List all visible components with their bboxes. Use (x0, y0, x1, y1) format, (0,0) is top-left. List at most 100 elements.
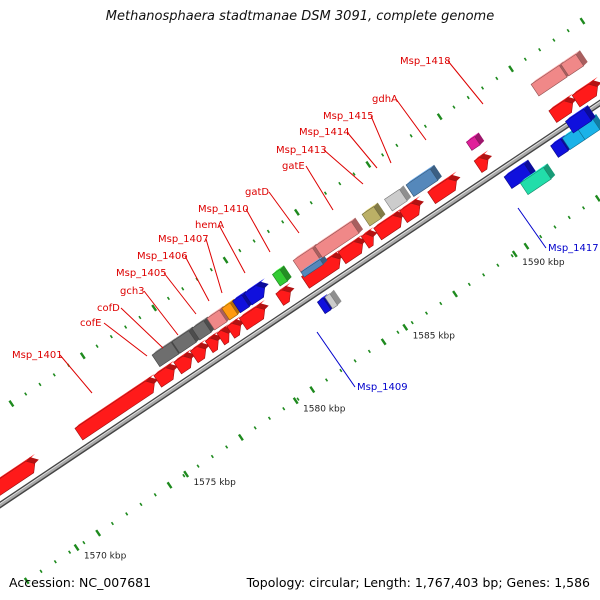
tick-mark (579, 17, 586, 25)
tick-mark (125, 512, 129, 516)
tick-mark (338, 181, 342, 186)
tick-mark (196, 464, 200, 468)
leader-line (163, 272, 197, 315)
gene-label: gatE (282, 161, 305, 172)
tick-mark (367, 349, 371, 354)
gene-forward (275, 289, 291, 306)
gene-forward-side (365, 229, 378, 237)
tick-mark (210, 454, 214, 459)
gene-label: Msp_1407 (158, 234, 209, 245)
tick-mark (293, 208, 300, 216)
tick-mark (594, 194, 600, 202)
leader-line (184, 255, 210, 302)
gene-forward (171, 330, 197, 354)
gene-forward (232, 294, 250, 314)
tick-mark (395, 143, 399, 148)
gene-forward (465, 136, 481, 151)
tick-mark (222, 256, 229, 264)
tick-mark (581, 206, 586, 210)
gene-forward-side (373, 202, 386, 219)
gene-forward (373, 215, 403, 241)
leader-line (120, 307, 164, 349)
gene-label: Msp_1406 (137, 251, 188, 262)
gene-forward-side (399, 185, 412, 201)
tick-mark (495, 76, 499, 81)
tick-mark (124, 325, 128, 329)
tick-label: 1575 kbp (193, 478, 236, 488)
tick-mark (282, 406, 286, 411)
leader-line (245, 208, 271, 253)
tick-label: 1580 kbp (303, 405, 346, 415)
gene-reverse-side (329, 289, 342, 306)
tick-mark (166, 481, 173, 489)
leader-line (370, 115, 392, 164)
tick-mark (496, 263, 500, 268)
tick-mark (467, 282, 471, 287)
leader-line (316, 331, 356, 388)
gene-forward (243, 285, 266, 306)
gene-reverse (519, 167, 552, 196)
tick-mark (182, 473, 186, 478)
gene-forward (206, 309, 228, 331)
tick-mark (508, 65, 515, 73)
tick-mark (325, 378, 329, 382)
tick-mark (281, 220, 285, 224)
leader-line (205, 238, 223, 294)
leader-line (305, 165, 334, 211)
tick-mark (538, 47, 542, 52)
gene-label: cofD (97, 303, 120, 314)
tick-mark (267, 416, 272, 421)
tick-mark-major (73, 543, 80, 552)
gene-label: gatD (245, 187, 269, 198)
tick-mark (52, 373, 56, 377)
gene-label: Msp_1409 (357, 382, 408, 393)
gene-forward (0, 460, 36, 496)
tick-mark (238, 248, 242, 253)
tick-mark (24, 392, 28, 396)
tick-mark (95, 529, 102, 537)
tick-mark-major (402, 323, 409, 331)
tick-mark (352, 172, 356, 176)
tick-mark (68, 550, 72, 554)
gene-forward (384, 188, 408, 212)
tick-mark (523, 242, 530, 250)
gene-label: Msp_1418 (400, 56, 451, 67)
tick-mark (79, 352, 86, 360)
tick-mark (553, 225, 557, 229)
tick-mark (480, 86, 485, 90)
gene-reverse-side (583, 105, 596, 121)
tick-mark (439, 301, 443, 306)
gene-forward (153, 367, 175, 388)
leader-line (59, 354, 93, 394)
tick-mark (409, 134, 413, 138)
gene-label: Msp_1417 (548, 243, 599, 254)
gene-forward (151, 341, 180, 368)
gene-forward (427, 178, 457, 205)
tick-mark (410, 320, 414, 325)
gene-reverse (565, 108, 592, 134)
genome-summary-text: Topology: circular; Length: 1,767,403 bp… (246, 575, 590, 590)
gene-forward (300, 258, 324, 278)
tick-mark (309, 386, 316, 394)
leader-line (103, 322, 148, 357)
tick-mark-major (183, 470, 190, 478)
gene-forward-side (203, 316, 216, 333)
tick-mark (452, 290, 458, 298)
tick-mark (539, 234, 543, 239)
tick-mark (138, 315, 142, 320)
tick-mark (353, 359, 357, 363)
tick-mark (381, 153, 385, 157)
gene-forward-side (351, 217, 364, 234)
gene-label: Msp_1405 (116, 268, 167, 279)
tick-mark (82, 540, 86, 545)
gene-label: gch3 (120, 286, 145, 297)
gene-label: hemA (195, 220, 224, 231)
tick-label: 1590 kbp (522, 258, 565, 268)
gene-forward (191, 320, 212, 341)
tick-mark (396, 330, 400, 334)
tick-mark (466, 95, 470, 100)
tick-mark (23, 577, 30, 585)
gene-forward-side (474, 132, 485, 145)
tick-mark (237, 433, 244, 441)
tick-mark (339, 368, 343, 373)
